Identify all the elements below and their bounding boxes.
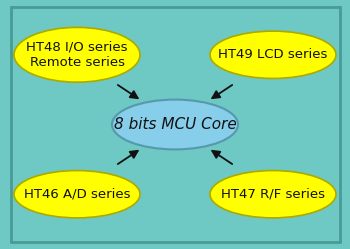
Text: HT47 R/F series: HT47 R/F series bbox=[221, 188, 325, 201]
Ellipse shape bbox=[14, 27, 140, 82]
Ellipse shape bbox=[14, 171, 140, 218]
Text: HT48 I/O series
Remote series: HT48 I/O series Remote series bbox=[26, 40, 128, 69]
Text: HT46 A/D series: HT46 A/D series bbox=[24, 188, 130, 201]
Text: HT49 LCD series: HT49 LCD series bbox=[218, 48, 328, 61]
Ellipse shape bbox=[112, 100, 238, 149]
Text: 8 bits MCU Core: 8 bits MCU Core bbox=[114, 117, 236, 132]
Ellipse shape bbox=[210, 171, 336, 218]
Ellipse shape bbox=[210, 31, 336, 78]
